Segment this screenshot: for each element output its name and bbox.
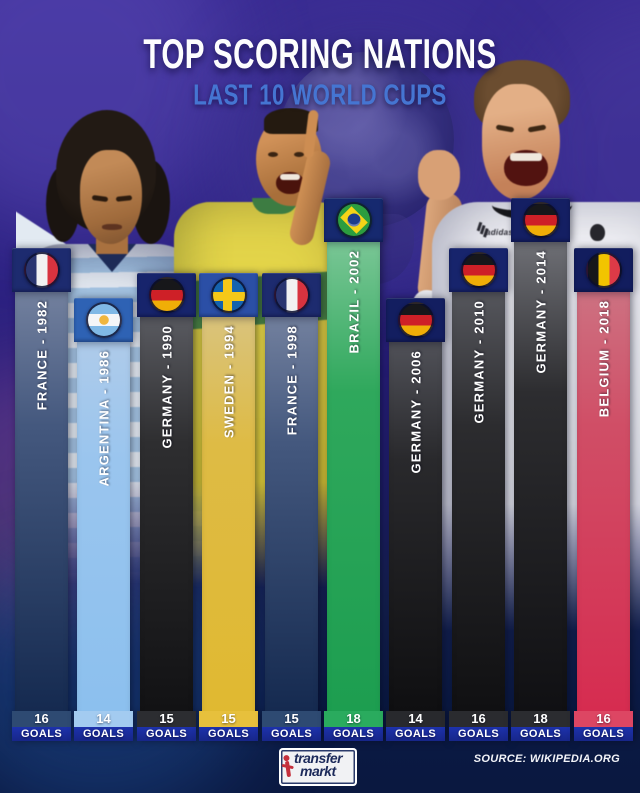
source-text: SOURCE: WIKIPEDIA.ORG bbox=[473, 753, 620, 765]
bar-germany-2010: GERMANY - 2010 16 GOALS bbox=[449, 248, 508, 741]
bar-body: SWEDEN - 1994 bbox=[202, 317, 255, 711]
bar-germany-2014: GERMANY - 2014 18 GOALS bbox=[511, 198, 570, 741]
goals-label: GOALS bbox=[262, 727, 321, 741]
goals-value: 15 bbox=[199, 711, 258, 727]
goals-label: GOALS bbox=[511, 727, 570, 741]
bar-flag-header bbox=[74, 298, 133, 342]
transfermarkt-logo-text: transfer markt bbox=[294, 750, 343, 780]
goals-label: GOALS bbox=[199, 727, 258, 741]
logo-line-2: markt bbox=[300, 763, 336, 780]
goals-label: GOALS bbox=[74, 727, 133, 741]
bar-flag-header bbox=[199, 273, 258, 317]
bar-flag-header bbox=[12, 248, 71, 292]
goals-value: 15 bbox=[262, 711, 321, 727]
belgium-flag-icon bbox=[585, 252, 622, 288]
bar-body: GERMANY - 2006 bbox=[389, 342, 442, 711]
bar-label: GERMANY - 1990 bbox=[159, 325, 174, 449]
germany-flag-icon bbox=[460, 252, 497, 288]
page-subtitle: LAST 10 WORLD CUPS bbox=[193, 79, 447, 111]
brazil-flag-icon bbox=[335, 202, 372, 238]
ronaldo-eye-left bbox=[268, 152, 278, 157]
goals-label: GOALS bbox=[137, 727, 196, 741]
bar-label: GERMANY - 2006 bbox=[408, 350, 423, 474]
goals-value: 16 bbox=[12, 711, 71, 727]
bar-flag-header bbox=[574, 248, 633, 292]
bar-flag-header bbox=[324, 198, 383, 242]
bar-label: BELGIUM - 2018 bbox=[596, 300, 611, 418]
goals-label: GOALS bbox=[574, 727, 633, 741]
germany-flag-icon bbox=[148, 277, 185, 313]
bar-flag-header bbox=[386, 298, 445, 342]
bar-flag-header bbox=[449, 248, 508, 292]
goals-value: 16 bbox=[449, 711, 508, 727]
bar-label: FRANCE - 1998 bbox=[284, 325, 299, 436]
bar-label: SWEDEN - 1994 bbox=[221, 325, 236, 439]
france-flag-icon bbox=[273, 277, 310, 313]
germany-flag-icon bbox=[397, 302, 434, 338]
bar-flag-header bbox=[262, 273, 321, 317]
bar-label: GERMANY - 2010 bbox=[471, 300, 486, 424]
goals-value: 14 bbox=[74, 711, 133, 727]
goals-label: GOALS bbox=[324, 727, 383, 741]
ronaldo-teeth bbox=[280, 174, 300, 180]
bar-body: FRANCE - 1982 bbox=[15, 292, 68, 711]
goals-value: 16 bbox=[574, 711, 633, 727]
mueller-teeth bbox=[510, 153, 542, 161]
brazil-flag-circle bbox=[347, 213, 360, 227]
goals-value: 18 bbox=[511, 711, 570, 727]
mueller-fist bbox=[418, 150, 460, 200]
bar-body: GERMANY - 2014 bbox=[514, 242, 567, 711]
bar-germany-2006: GERMANY - 2006 14 GOALS bbox=[386, 298, 445, 741]
bar-brazil-2002: BRAZIL - 2002 18 GOALS bbox=[324, 198, 383, 741]
goals-value: 18 bbox=[324, 711, 383, 727]
bar-germany-1990: GERMANY - 1990 15 GOALS bbox=[137, 273, 196, 741]
bar-flag-header bbox=[511, 198, 570, 242]
germany-flag-icon bbox=[522, 202, 559, 238]
dfb-badge-icon bbox=[590, 224, 605, 241]
france-flag-icon bbox=[23, 252, 60, 288]
adidas-jersey-text: adidas bbox=[486, 228, 514, 237]
goals-value: 15 bbox=[137, 711, 196, 727]
bar-body: GERMANY - 1990 bbox=[140, 317, 193, 711]
logo-line-1: transfer bbox=[294, 750, 343, 766]
goals-label: GOALS bbox=[12, 727, 71, 741]
bar-label: FRANCE - 1982 bbox=[34, 300, 49, 411]
maradona-mouth bbox=[102, 224, 122, 230]
bar-flag-header bbox=[137, 273, 196, 317]
bar-body: BRAZIL - 2002 bbox=[327, 242, 380, 711]
bar-body: GERMANY - 2010 bbox=[452, 292, 505, 711]
ronaldo-eye-right bbox=[294, 152, 304, 157]
bar-label: BRAZIL - 2002 bbox=[346, 250, 361, 354]
page-title: TOP SCORING NATIONS bbox=[143, 31, 497, 79]
bar-label: ARGENTINA - 1986 bbox=[96, 350, 111, 487]
bar-sweden-1994: SWEDEN - 1994 15 GOALS bbox=[199, 273, 258, 741]
bar-france-1998: FRANCE - 1998 15 GOALS bbox=[262, 273, 321, 741]
argentina-flag-icon bbox=[85, 302, 122, 338]
bar-label: GERMANY - 2014 bbox=[533, 250, 548, 374]
bar-body: FRANCE - 1998 bbox=[265, 317, 318, 711]
transfermarkt-logo: transfer markt bbox=[279, 748, 357, 786]
bar-france-1982: FRANCE - 1982 16 GOALS bbox=[12, 248, 71, 741]
goals-label: GOALS bbox=[449, 727, 508, 741]
bar-belgium-2018: BELGIUM - 2018 16 GOALS bbox=[574, 248, 633, 741]
bar-argentina-1986: ARGENTINA - 1986 14 GOALS bbox=[74, 298, 133, 741]
transfermarkt-figure-icon bbox=[284, 760, 292, 778]
goals-label: GOALS bbox=[386, 727, 445, 741]
bar-body: BELGIUM - 2018 bbox=[577, 292, 630, 711]
goals-value: 14 bbox=[386, 711, 445, 727]
bar-body: ARGENTINA - 1986 bbox=[77, 342, 130, 711]
sweden-flag-icon bbox=[210, 277, 247, 313]
